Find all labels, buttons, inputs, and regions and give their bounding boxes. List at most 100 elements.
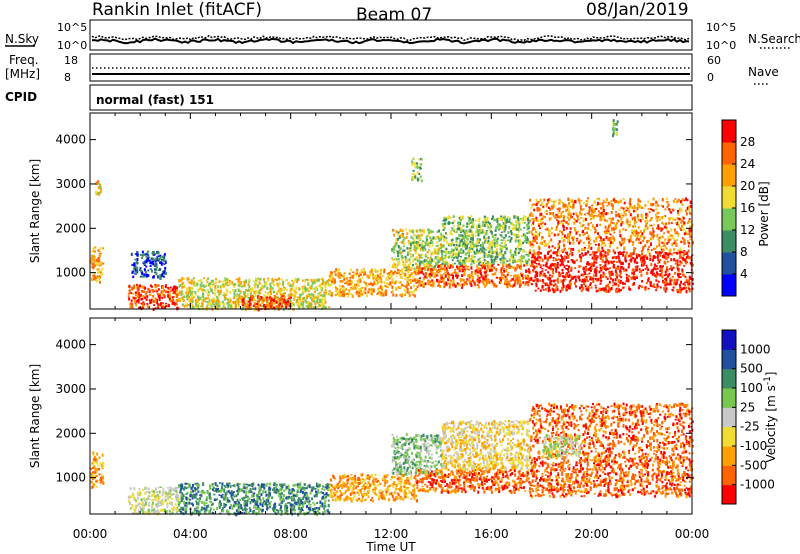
scatter-cell: [410, 286, 413, 290]
scatter-cell: [562, 263, 565, 266]
scatter-cell: [393, 258, 396, 261]
scatter-cell: [632, 242, 634, 246]
scatter-cell: [352, 287, 355, 290]
scatter-cell: [200, 305, 203, 308]
scatter-cell: [610, 261, 613, 264]
scatter-cell: [666, 269, 669, 272]
scatter-cell: [492, 273, 495, 276]
scatter-cell: [552, 205, 555, 208]
scatter-cell: [282, 293, 285, 297]
scatter-cell: [633, 221, 636, 225]
scatter-cell: [677, 214, 680, 217]
scatter-cell: [460, 284, 463, 287]
scatter-cell: [474, 283, 477, 287]
scatter-cell: [519, 259, 522, 262]
scatter-cell: [250, 289, 253, 293]
scatter-cell: [566, 216, 569, 219]
scatter-cell: [556, 261, 559, 265]
scatter-cell: [596, 223, 599, 227]
scatter-cell: [99, 271, 102, 274]
scatter-cell: [411, 279, 414, 282]
scatter-cell: [158, 260, 161, 263]
scatter-cell: [641, 252, 644, 256]
scatter-cell: [234, 282, 237, 286]
scatter-cell: [531, 243, 534, 246]
scatter-cell: [491, 260, 493, 264]
scatter-cell: [431, 258, 434, 262]
scatter-cell: [463, 281, 466, 284]
scatter-cell: [568, 202, 570, 206]
scatter-cell: [429, 268, 432, 272]
scatter-cell: [438, 259, 441, 263]
scatter-cell: [431, 238, 433, 240]
scatter-cell: [595, 266, 598, 269]
scatter-cell: [319, 291, 322, 294]
scatter-cell: [417, 166, 420, 169]
scatter-cell: [519, 239, 522, 243]
scatter-cell: [483, 263, 486, 267]
scatter-cell: [565, 221, 568, 224]
scatter-cell: [511, 284, 514, 288]
scatter-cell: [525, 264, 528, 266]
scatter-cell: [415, 241, 418, 244]
scatter-cell: [191, 305, 194, 307]
scatter-cell: [563, 249, 566, 252]
scatter-cell: [293, 289, 296, 292]
scatter-cell: [668, 208, 671, 211]
scatter-cell: [363, 271, 366, 274]
scatter-cell: [409, 269, 412, 271]
scatter-cell: [683, 252, 686, 256]
scatter-cell: [677, 269, 680, 273]
scatter-cell: [443, 273, 446, 275]
scatter-cell: [362, 269, 365, 272]
scatter-cell: [649, 231, 652, 235]
scatter-cell: [212, 279, 214, 283]
scatter-cell: [605, 212, 608, 216]
scatter-cell: [384, 289, 387, 292]
scatter-cell: [677, 224, 680, 228]
scatter-cell: [507, 280, 510, 284]
scatter-cell: [194, 291, 197, 294]
scatter-cell: [479, 238, 481, 241]
scatter-cell: [295, 286, 298, 291]
scatter-cell: [597, 289, 600, 292]
scatter-cell: [373, 274, 376, 277]
scatter-cell: [581, 252, 583, 255]
scatter-cell: [382, 268, 385, 271]
scatter-cell: [137, 300, 140, 304]
scatter-cell: [395, 288, 398, 291]
scatter-cell: [636, 231, 639, 234]
scatter-cell: [469, 275, 472, 279]
scatter-cell: [632, 241, 635, 244]
scatter-cell: [364, 287, 367, 291]
scatter-cell: [447, 215, 450, 219]
scatter-cell: [234, 302, 237, 305]
scatter-cell: [536, 251, 539, 256]
scatter-cell: [483, 223, 486, 228]
scatter-cell: [606, 284, 609, 288]
scatter-cell: [161, 255, 164, 259]
scatter-cell: [680, 280, 682, 284]
scatter-cell: [370, 288, 373, 292]
scatter-cell: [495, 260, 498, 263]
scatter-cell: [503, 223, 506, 226]
scatter-cell: [556, 252, 558, 257]
scatter-cell: [458, 259, 461, 263]
scatter-cell: [130, 292, 133, 294]
scatter-cell: [241, 303, 243, 307]
scatter-cell: [438, 229, 440, 233]
scatter-cell: [501, 259, 504, 263]
scatter-cell: [680, 241, 683, 243]
scatter-cell: [486, 274, 489, 276]
scatter-cell: [473, 250, 476, 253]
scatter-cell: [495, 251, 498, 255]
scatter-cell: [130, 299, 133, 302]
scatter-cell: [397, 254, 400, 258]
scatter-cell: [651, 269, 654, 273]
scatter-cell: [539, 273, 541, 277]
scatter-cell: [649, 284, 652, 287]
scatter-cell: [483, 277, 486, 281]
scatter-cell: [485, 284, 487, 287]
scatter-cell: [580, 273, 583, 277]
scatter-cell: [361, 286, 364, 289]
